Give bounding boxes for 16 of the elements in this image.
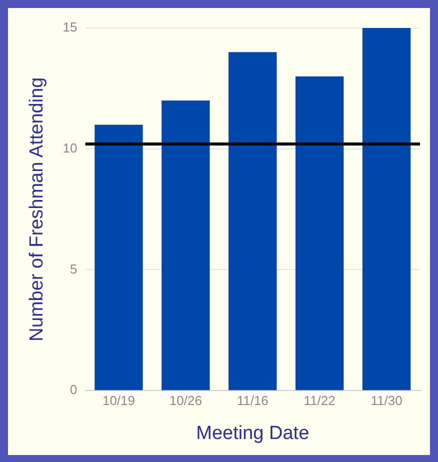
y-tick-label: 0 [70,382,78,398]
bar [362,28,411,390]
x-tick-label: 11/22 [304,392,336,408]
bar [228,52,277,390]
x-axis-title: Meeting Date [196,422,310,444]
bar [94,124,143,390]
x-tick-label: 11/16 [236,392,268,408]
x-tick-label: 10/19 [102,392,136,408]
bar [295,76,344,390]
bar [162,100,210,390]
x-tick-label: 11/30 [370,392,402,408]
y-axis-title: Number of Freshman Attending [26,77,48,342]
y-tick-label: 10 [62,140,78,156]
y-tick-label: 15 [62,20,78,35]
x-tick-label: 10/26 [169,392,202,408]
y-tick-label: 5 [70,261,78,276]
